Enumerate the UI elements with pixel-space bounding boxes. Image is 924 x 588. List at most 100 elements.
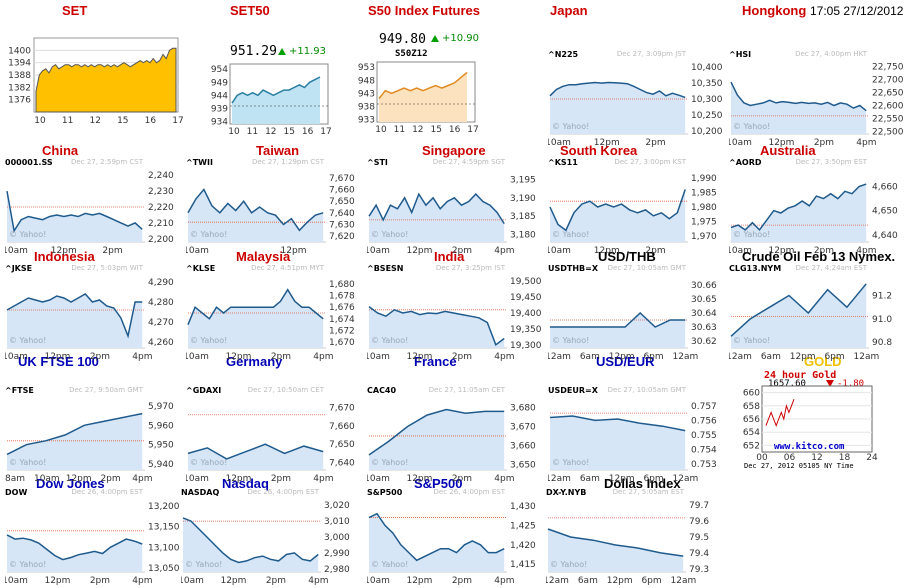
yahoo-watermark: © Yahoo! (9, 230, 47, 239)
yahoo-watermark: © Yahoo! (9, 458, 47, 467)
price-line (549, 415, 686, 432)
france-chart[interactable]: 3,680 3,670 3,660 3,650 10am 12pm 2pm 4pm CAC40 D… (367, 386, 545, 486)
ticker-symbol: ^JKSE (5, 264, 33, 273)
x-tick-label: 12pm (768, 138, 794, 148)
y-tick-label: 0.756 (691, 416, 717, 426)
price-line (187, 443, 324, 460)
panel-svg: 7,670 7,660 7,650 7,640 10am 12pm 2pm 4pm (186, 403, 355, 484)
usdthb-chart[interactable]: 30.66 30.65 30.64 30.63 30.62 12am 6am 12pm 6pm 1… (548, 264, 726, 364)
yahoo-watermark: © Yahoo! (190, 458, 228, 467)
x-tick-label: 6am (761, 352, 781, 362)
china-chart[interactable]: 2,240 2,230 2,220 2,210 2,200 10am 12pm 2pm 0000… (5, 158, 183, 258)
area-fill (232, 77, 320, 124)
yahoo-watermark: © Yahoo! (733, 122, 771, 131)
yahoo-watermark: © Yahoo! (371, 230, 409, 239)
x-tick-label: 12 (412, 125, 423, 135)
kitco-link[interactable]: www.kitco.com (774, 442, 845, 452)
y-tick-label: 2,230 (148, 187, 174, 197)
x-tick-label: 12am (673, 474, 699, 484)
s50-change-value: +10.90 (442, 33, 480, 44)
x-tick-label: 12am (673, 352, 699, 362)
x-tick-label: 2pm (271, 474, 291, 484)
y-tick-label: 7,670 (329, 174, 355, 184)
crude-chart[interactable]: 91.2 91.0 90.8 12am 6am 12pm 6pm 12am CLG13.NYM D… (729, 264, 907, 364)
set50-panel[interactable]: 951.29 +11.93 954 949 944 939 934 10 11 12 15 16 1… (208, 40, 332, 137)
dollarindex-chart[interactable]: 79.779.679.579.479.312am6am12pm6pm12amDX… (546, 488, 724, 588)
y-tick-label: 953 (358, 63, 375, 73)
x-tick-label: 10 (34, 116, 46, 126)
x-tick-label: 12am (548, 474, 571, 484)
set50-change: +11.93 (278, 46, 326, 57)
y-tick-label: 933 (358, 115, 375, 125)
hongkong-chart[interactable]: 22,750 22,700 22,650 22,600 22,550 22,500 10am… (729, 50, 907, 150)
timestamp: Dec 27, 4:00pm HKT (795, 50, 867, 58)
area-fill (548, 529, 684, 572)
panel-svg: 91.2 91.0 90.8 12am 6am 12pm 6pm 12am (729, 283, 892, 362)
sp500-title: S&P500 (414, 476, 463, 491)
y-tick-label: 1,980 (691, 203, 717, 213)
x-tick-label: 2pm (90, 576, 110, 586)
x-tick-label: 24 (866, 453, 878, 462)
gold-change: -1.80 (826, 379, 864, 389)
x-tick-label: 16 (449, 125, 461, 135)
nasdaq-chart[interactable]: 3,020 3,010 3,000 2,990 2,980 10am 12pm 2pm 4pm N… (181, 488, 359, 588)
india-chart[interactable]: 19,500 19,450 19,400 19,350 19,300 10am 12pm 2p… (367, 264, 545, 364)
x-tick-label: 2pm (271, 352, 291, 362)
x-tick-label: 16 (302, 127, 314, 137)
panel-svg: 5,970 5,960 5,950 5,940 8am 10am 12pm 2pm 4pm (5, 402, 174, 484)
x-tick-label: 2pm (814, 138, 834, 148)
southkorea-chart[interactable]: 1,990 1,985 1,980 1,975 1,970 10am 12pm 2pm ^KS1… (548, 158, 726, 258)
y-tick-label: 949 (211, 78, 228, 88)
area-fill (7, 294, 143, 348)
y-tick-label: 7,630 (329, 221, 355, 231)
panel-svg: 19,500 19,450 19,400 19,350 19,300 10am 12pm 2p… (367, 277, 542, 362)
malaysia-title: Malaysia (236, 249, 291, 264)
price-line (6, 412, 143, 456)
sp500-chart[interactable]: 1,430 1,425 1,420 1,415 10am 12pm 2pm 4pm S&P500… (367, 488, 545, 588)
price-line (368, 408, 505, 456)
yahoo-watermark: © Yahoo! (733, 336, 771, 345)
australia-chart[interactable]: 4,660 4,650 4,640 10am 12pm 2pm 4pm ^AORD Dec 27… (729, 158, 907, 258)
y-tick-label: 1,970 (691, 232, 717, 242)
gold-chart-title: 24 hour Gold (764, 370, 837, 381)
set-chart[interactable]: 1400 1394 1388 1382 1376 10 11 12 15 16 17 (6, 34, 184, 126)
uk-chart[interactable]: 5,970 5,960 5,950 5,940 8am 10am 12pm 2pm 4pm ^FT… (5, 386, 183, 486)
s50-panel[interactable]: 949.80 +10.90 S50Z12 953 948 943 938 933 10 11… (355, 30, 479, 136)
y-tick-label: 3,195 (510, 175, 536, 185)
japan-chart[interactable]: 10,400 10,350 10,300 10,250 10,200 10am 12pm 2p… (548, 50, 726, 150)
y-tick-label: 10,300 (691, 95, 723, 105)
x-tick-label: 4pm (494, 352, 514, 362)
y-tick-label: 79.6 (689, 517, 709, 527)
price-line (368, 512, 505, 562)
timestamp: Dec 27, 4:51pm MYT (251, 264, 324, 272)
price-line (6, 293, 143, 339)
timestamp: Dec 27, 10:05am GMT (607, 386, 686, 394)
x-tick-label: 17 (467, 125, 478, 135)
x-tick-label: 10am (186, 352, 209, 362)
yahoo-watermark: © Yahoo! (190, 230, 228, 239)
ticker-symbol: ^TWII (186, 158, 213, 167)
x-tick-label: 2pm (102, 246, 122, 256)
y-tick-label: 7,640 (329, 209, 355, 219)
panel-svg: 0.757 0.756 0.755 0.754 0.753 12am 6am 12pm 6pm 1… (548, 402, 717, 484)
dowjones-chart[interactable]: 13,200 13,150 13,100 13,050 10am 12pm 2pm 4pm DO… (5, 488, 183, 588)
indonesia-chart[interactable]: 4,290 4,280 4,270 4,260 10am 12pm 2pm 4pm ^JKSE D… (5, 264, 183, 364)
y-tick-label: 4,650 (872, 207, 898, 217)
y-tick-label: 1652 (742, 441, 760, 451)
x-tick-label: 4pm (313, 352, 333, 362)
singapore-chart[interactable]: 3,195 3,190 3,185 3,180 10am 12pm 2pm 4pm ^STI De… (367, 158, 545, 258)
y-tick-label: 91.0 (872, 315, 892, 325)
price-line (549, 81, 686, 99)
germany-chart[interactable]: 7,670 7,660 7,650 7,640 10am 12pm 2pm 4pm ^GDAXI… (186, 386, 364, 486)
y-tick-label: 0.755 (691, 431, 717, 441)
ticker-symbol: ^KLSE (186, 264, 216, 273)
y-tick-label: 22,650 (872, 89, 904, 99)
x-tick-label: 4pm (494, 246, 514, 256)
y-tick-label: 934 (211, 117, 228, 127)
usdeur-chart[interactable]: 0.757 0.756 0.755 0.754 0.753 12am 6am 12pm 6pm 1… (548, 386, 726, 486)
gold-price: 1657.60 (768, 379, 806, 389)
y-tick-label: 3,650 (510, 460, 536, 470)
gold-chart[interactable]: 24 hour Gold 1657.60 -1.80 1660 1658 1656 1… (742, 370, 878, 476)
